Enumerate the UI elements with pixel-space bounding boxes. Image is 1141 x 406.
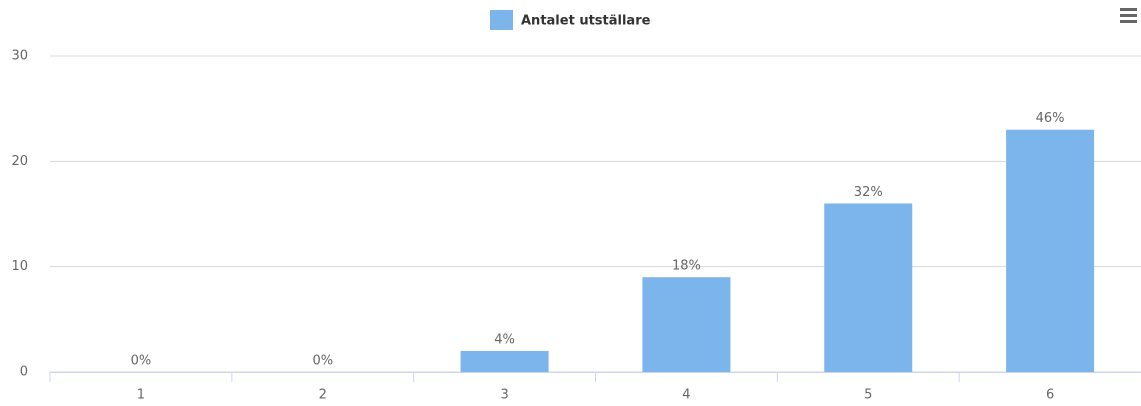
x-tick-label: 2	[319, 388, 327, 403]
menu-bar[interactable]	[1120, 14, 1137, 17]
y-tick-label: 30	[11, 49, 28, 64]
data-label: 32%	[854, 185, 883, 200]
y-tick-label: 20	[11, 154, 28, 169]
x-tick-label: 4	[682, 388, 690, 403]
legend-swatch	[490, 10, 513, 30]
bar	[460, 350, 549, 372]
data-label: 4%	[494, 332, 515, 347]
menu-bar[interactable]	[1120, 20, 1137, 23]
data-label: 46%	[1036, 111, 1065, 126]
x-tick-label: 3	[500, 388, 508, 403]
legend-text: Antalet utställare	[521, 14, 651, 29]
y-tick-label: 10	[11, 259, 28, 274]
bar	[824, 203, 913, 372]
bar	[642, 277, 731, 372]
x-tick-label: 5	[864, 388, 872, 403]
x-tick-label: 6	[1046, 388, 1054, 403]
data-label: 18%	[672, 259, 701, 274]
menu-bar[interactable]	[1120, 8, 1137, 11]
data-label: 0%	[131, 354, 152, 369]
menu-icon[interactable]	[1120, 8, 1137, 23]
data-label: 0%	[312, 354, 333, 369]
bar	[1006, 129, 1095, 372]
y-tick-label: 0	[20, 365, 28, 380]
x-tick-label: 1	[137, 388, 145, 403]
